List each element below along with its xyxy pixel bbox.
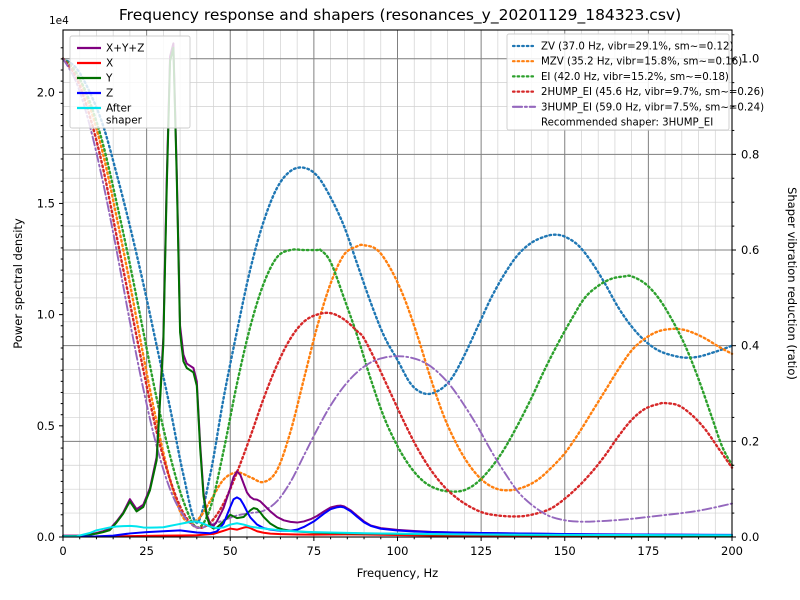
y-axis-label: Power spectral density — [11, 218, 25, 349]
y-tick-right-label: 0.4 — [741, 339, 759, 353]
legend-label: X+Y+Z — [106, 43, 144, 55]
shaper-curves — [61, 57, 734, 530]
y-axis-offset-label: 1e4 — [49, 15, 69, 27]
y-tick-right-label: 0.8 — [741, 147, 759, 161]
x-tick-label: 50 — [223, 544, 238, 558]
psd-curves — [62, 42, 733, 538]
y-tick-label: 2.0 — [37, 85, 55, 99]
legend-item-3hump_ei[interactable]: 3HUMP_EI (59.0 Hz, vibr=7.5%, sm~=0.24) — [511, 102, 764, 113]
legend-shapers-box — [506, 33, 730, 131]
legend-item-x-y-z[interactable]: X+Y+Z — [77, 43, 144, 55]
shaper-curve-zv — [61, 57, 734, 524]
legend-label: MZV (35.2 Hz, vibr=15.8%, sm~=0.16) — [541, 57, 742, 68]
y-tick-label: 0.0 — [37, 530, 55, 544]
legend-psd-box — [69, 35, 191, 129]
y-axis-left: 0.0 0.5 1.0 1.5 2.0 Power spectral density 1e4 — [11, 15, 69, 544]
legend-shapers: ZV (37.0 Hz, vibr=29.1%, sm~=0.12) MZV (3… — [506, 33, 764, 131]
legend-label: 2HUMP_EI (45.6 Hz, vibr=9.7%, sm~=0.26) — [541, 87, 764, 98]
x-tick-label: 150 — [554, 544, 576, 558]
y-tick-right-label: 0.6 — [741, 243, 759, 257]
legend-label: Y — [105, 73, 113, 85]
x-tick-label: 25 — [139, 544, 154, 558]
x-tick-label: 100 — [387, 544, 409, 558]
y-tick-label: 0.5 — [37, 419, 55, 433]
x-tick-label: 200 — [721, 544, 743, 558]
recommended-shaper-label: Recommended shaper: 3HUMP_EI — [541, 118, 713, 129]
x-tick-label: 0 — [59, 544, 66, 558]
psd-curve-x — [62, 525, 733, 538]
psd-curve-after-shaper — [62, 520, 733, 538]
legend-label: Z — [106, 88, 113, 100]
legend-label: EI (42.0 Hz, vibr=15.2%, sm~=0.18) — [541, 72, 729, 83]
legend-label: shaper — [106, 115, 143, 127]
legend-item-y[interactable]: Y — [77, 73, 113, 85]
legend-label: 3HUMP_EI (59.0 Hz, vibr=7.5%, sm~=0.24) — [541, 102, 764, 113]
legend-item-x[interactable]: X — [77, 58, 113, 70]
y-tick-label: 1.0 — [37, 308, 55, 322]
shaper-curve-ei — [61, 57, 734, 529]
y-axis-right-label: Shaper vibration reduction (ratio) — [785, 187, 799, 380]
y-axis-right: 0.0 0.2 0.4 0.6 0.8 1.0 Shaper vibration reduc… — [732, 34, 799, 544]
x-tick-label: 75 — [307, 544, 322, 558]
y-tick-right-label: 0.0 — [741, 530, 759, 544]
y-tick-right-label: 0.2 — [741, 434, 759, 448]
legend-label: After — [106, 103, 132, 115]
x-tick-label: 125 — [470, 544, 492, 558]
legend-item-z[interactable]: Z — [77, 88, 113, 100]
legend-label: ZV (37.0 Hz, vibr=29.1%, sm~=0.12) — [541, 42, 733, 53]
shaper-curve-2hump_ei — [61, 57, 734, 530]
legend-item-2hump_ei[interactable]: 2HUMP_EI (45.6 Hz, vibr=9.7%, sm~=0.26) — [511, 87, 764, 98]
legend-item-zv[interactable]: ZV (37.0 Hz, vibr=29.1%, sm~=0.12) — [511, 42, 733, 53]
shaper-curve-3hump_ei — [62, 57, 733, 529]
legend-item-ei[interactable]: EI (42.0 Hz, vibr=15.2%, sm~=0.18) — [511, 72, 729, 83]
chart-title: Frequency response and shapers (resonanc… — [119, 6, 681, 25]
x-axis: 0 25 50 75 100 125 150 175 200 Frequency, Hz — [59, 537, 743, 580]
x-tick-label: 175 — [637, 544, 659, 558]
x-axis-label: Frequency, Hz — [357, 566, 438, 580]
y-tick-label: 1.5 — [37, 196, 55, 210]
legend-label: X — [106, 58, 113, 70]
legend-item-mzv[interactable]: MZV (35.2 Hz, vibr=15.8%, sm~=0.16) — [511, 57, 742, 68]
y-tick-right-label: 1.0 — [741, 52, 759, 66]
